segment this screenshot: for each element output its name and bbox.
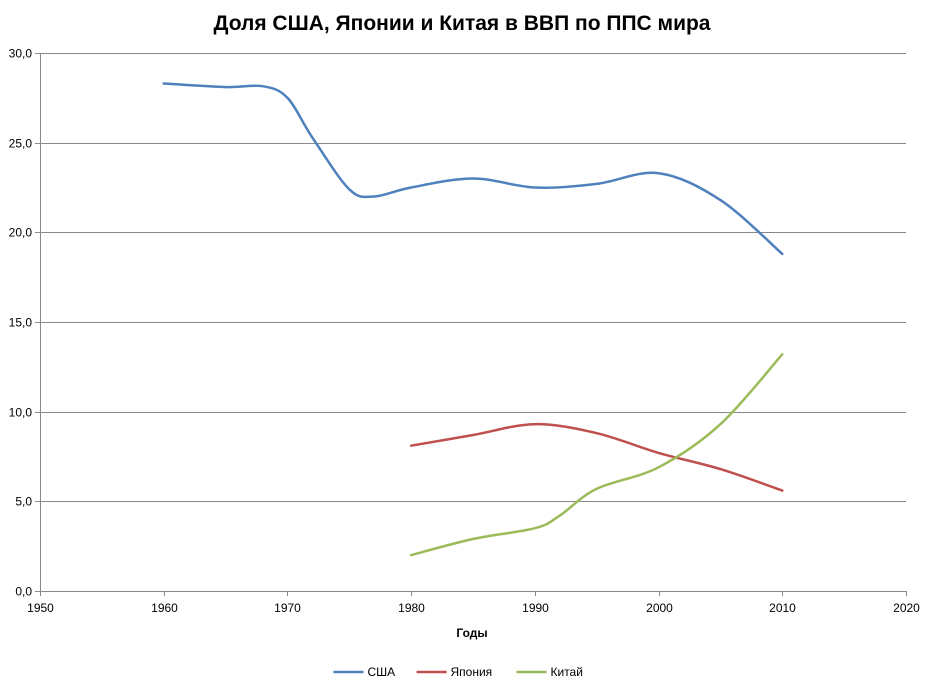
x-axis-title: Годы (456, 626, 487, 640)
legend-item-japan: Япония (416, 665, 493, 679)
x-tick-label: 1950 (27, 601, 54, 615)
x-tick-label: 1960 (151, 601, 178, 615)
x-tick-label: 1970 (274, 601, 301, 615)
series-line-usa (162, 82, 784, 256)
y-tick-label: 10,0 (9, 406, 33, 420)
x-tick-label: 1980 (398, 601, 425, 615)
legend-label: Китай (551, 665, 583, 679)
y-tick-label: 0,0 (15, 585, 32, 599)
x-tick-labels: 1950 1960 1970 1980 1990 2000 2010 2020 (27, 601, 920, 615)
axes (35, 53, 907, 596)
legend: США Япония Китай (333, 665, 583, 679)
y-tick-label: 15,0 (9, 316, 33, 330)
grid-lines (40, 53, 906, 502)
legend-item-usa: США (333, 665, 396, 679)
x-tick-label: 2020 (893, 601, 920, 615)
legend-label: США (368, 665, 396, 679)
x-tick-label: 2010 (769, 601, 796, 615)
y-tick-label: 5,0 (15, 495, 32, 509)
chart-title: Доля США, Японии и Китая в ВВП по ППС ми… (213, 12, 710, 35)
y-tick-label: 30,0 (9, 47, 33, 61)
legend-label: Япония (451, 665, 493, 679)
x-tick-label: 1990 (522, 601, 549, 615)
series-line-japan (409, 422, 784, 492)
y-tick-labels: 0,0 5,0 10,0 15,0 20,0 25,0 30,0 (9, 47, 33, 599)
y-tick-label: 25,0 (9, 137, 33, 151)
series-line-china (409, 353, 784, 557)
legend-item-china: Китай (516, 665, 583, 679)
x-tick-label: 2000 (646, 601, 673, 615)
series-lines (162, 82, 784, 557)
y-tick-label: 20,0 (9, 226, 33, 240)
